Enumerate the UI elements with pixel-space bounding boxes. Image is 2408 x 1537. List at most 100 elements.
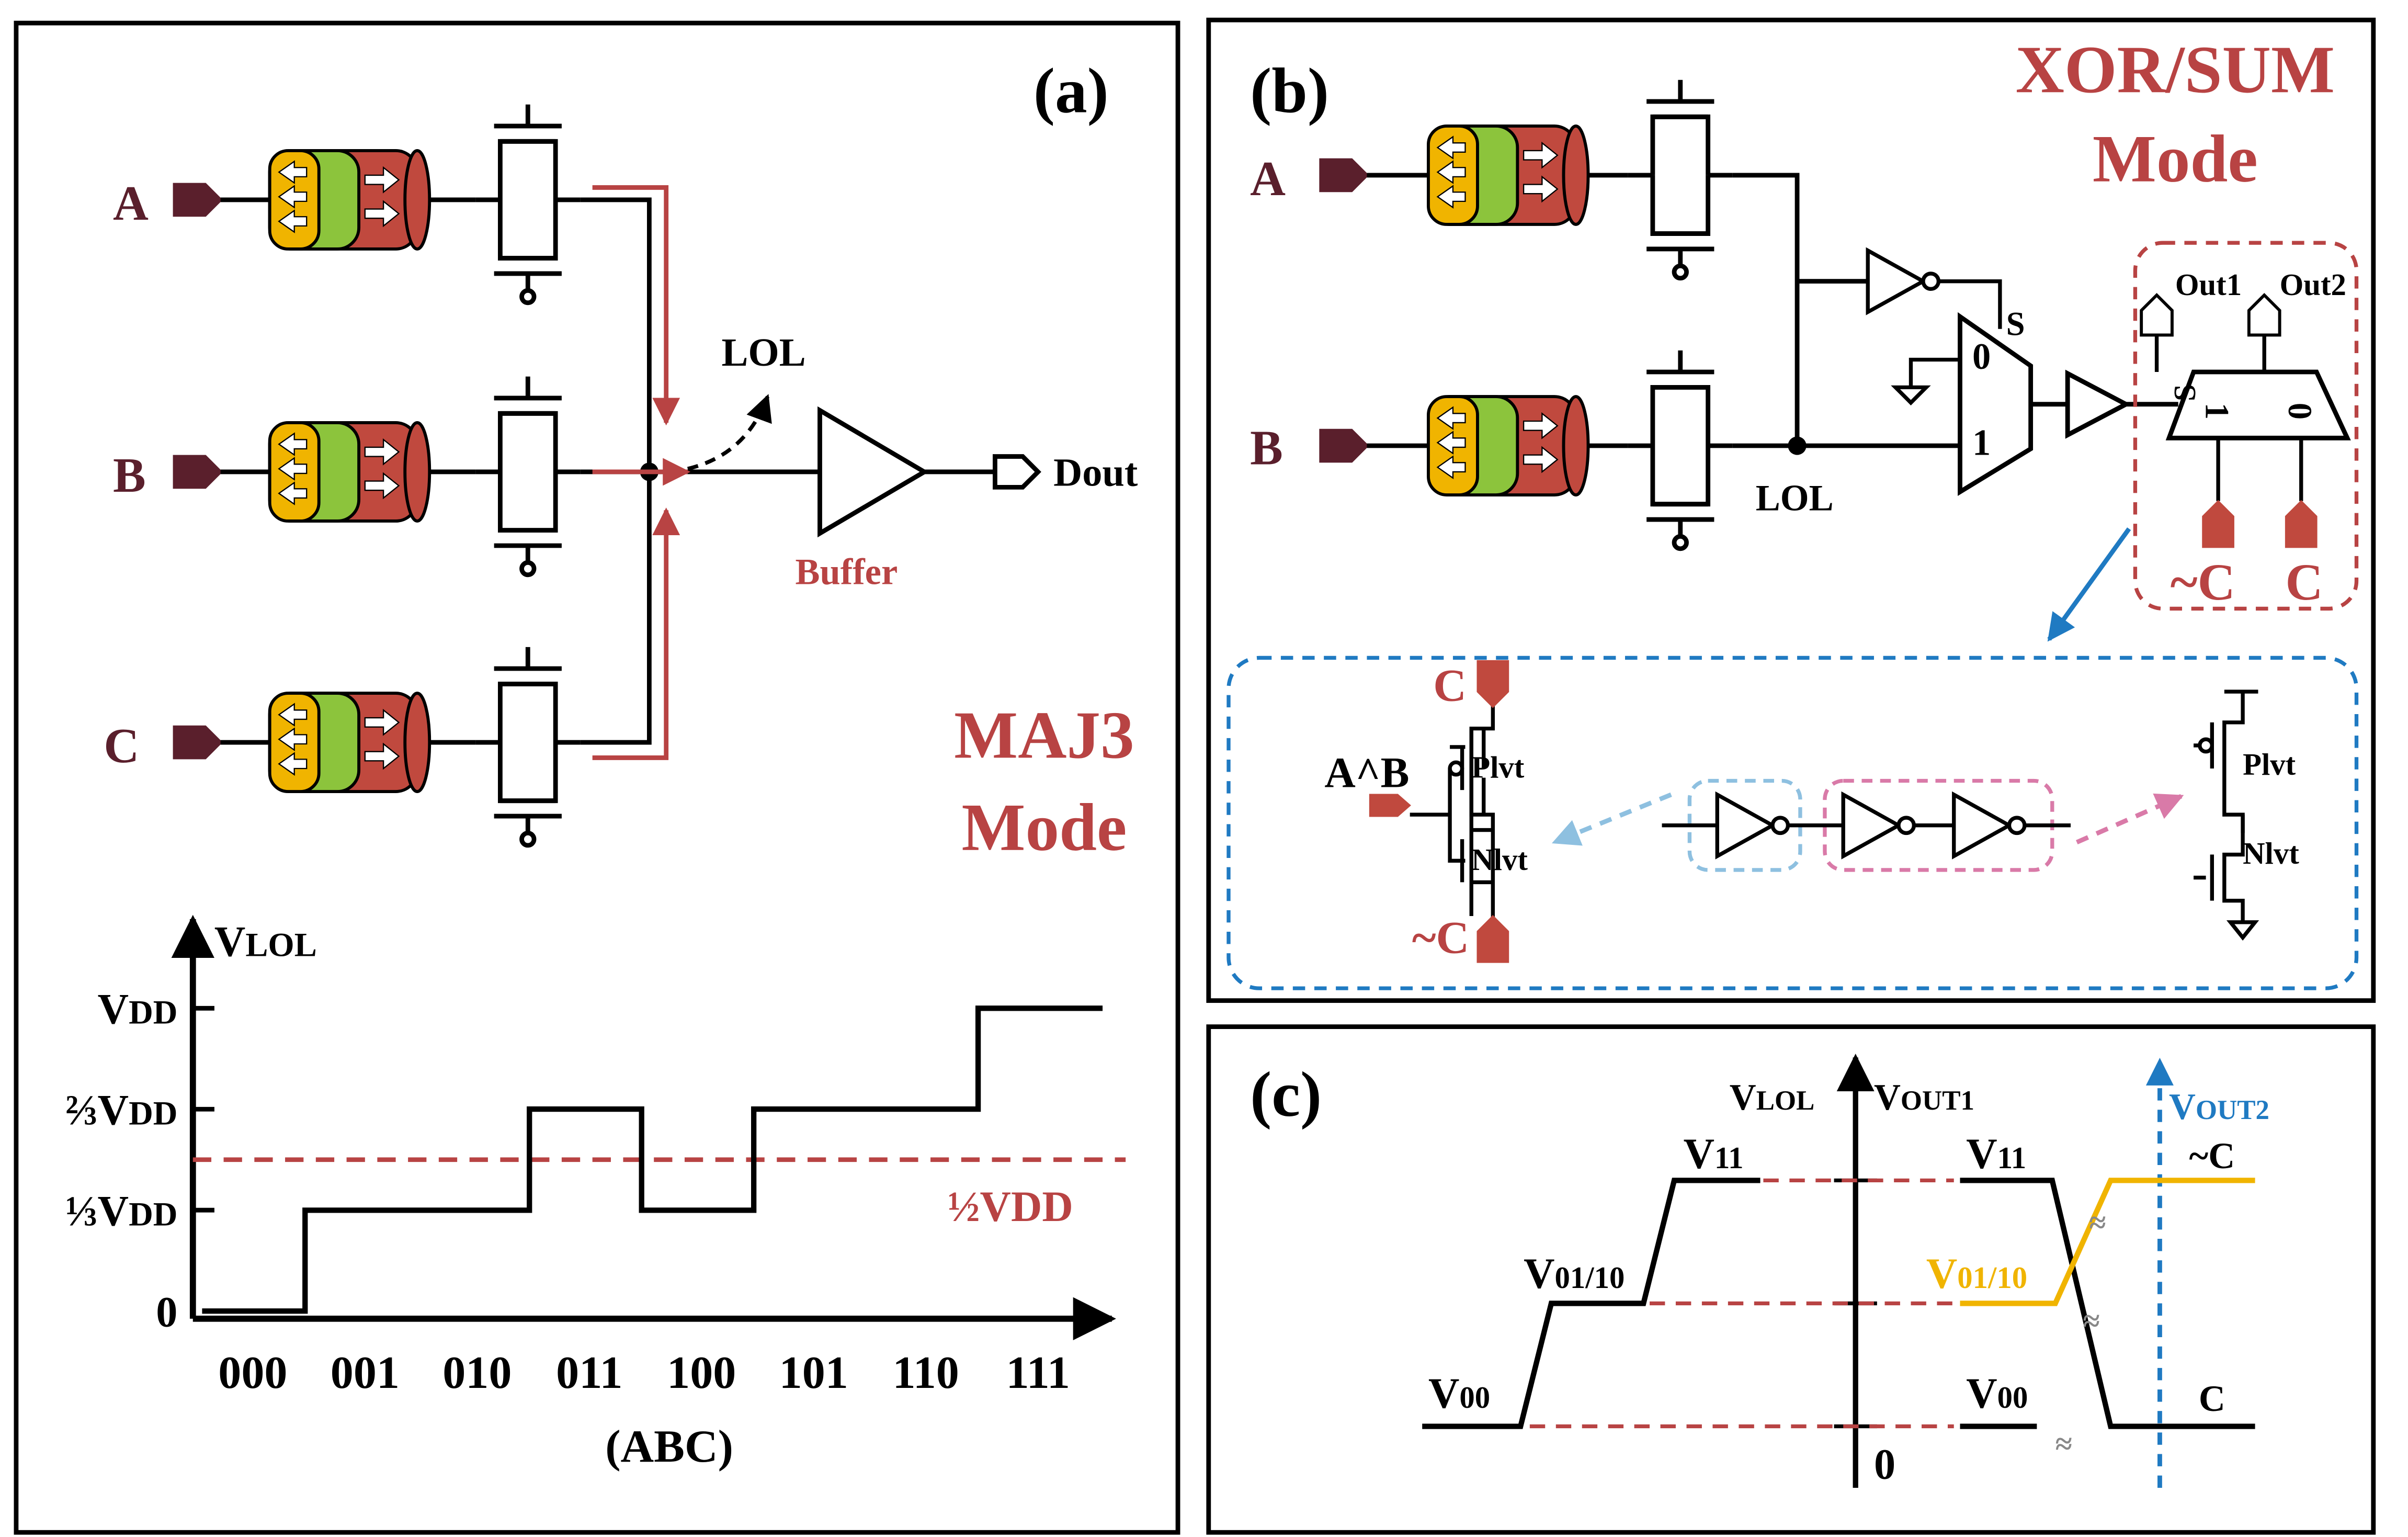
buffer xyxy=(817,406,929,538)
graph-x-label: (ABC) xyxy=(605,1421,733,1472)
panel-b-label: (b) xyxy=(1250,54,1329,126)
c-break-mark-3: ≈ xyxy=(2055,1427,2072,1461)
c-v11-label: V11 xyxy=(1684,1130,1744,1178)
lol-node-b xyxy=(1788,436,1807,455)
lol-arrow xyxy=(687,394,772,471)
b-tgate-a xyxy=(1628,80,1733,278)
graph-y-label: VLOL xyxy=(214,918,317,965)
out2-pin[interactable] xyxy=(2249,295,2280,335)
c-vout2-curve xyxy=(1960,1178,2255,1306)
ground-symbol xyxy=(1891,385,1931,405)
x-tick-label: 100 xyxy=(667,1347,736,1398)
out1-pin[interactable] xyxy=(2141,295,2172,335)
c-break-mark-2: ≈ xyxy=(2083,1304,2100,1338)
input-row-c: C xyxy=(104,471,652,845)
panel-a: (a) A B C xyxy=(65,54,1138,1472)
y-tick-label: 0 xyxy=(156,1288,177,1336)
input-pin-b[interactable] xyxy=(175,457,221,488)
maj3-mode-line1: MAJ3 xyxy=(954,697,1134,772)
current-arrow-top xyxy=(592,185,680,426)
pink-arrow xyxy=(2076,793,2184,845)
x-tick-label: 001 xyxy=(331,1347,400,1398)
b-input-pin-a[interactable] xyxy=(1321,160,1367,191)
demux-out0-label: 0 xyxy=(2281,403,2319,420)
b-input-a-label: A xyxy=(1250,152,1286,206)
c-right-axis-label: VOUT1 xyxy=(1874,1077,1974,1118)
x-tick-label: 110 xyxy=(893,1347,959,1398)
select-inverter xyxy=(1868,251,1938,312)
c-pin-label: C xyxy=(2286,553,2323,611)
dout-label: Dout xyxy=(1053,450,1138,494)
y-tick-label: ⅓VDD xyxy=(65,1188,177,1235)
b-latch-b xyxy=(1428,397,1588,495)
y-tick-label: VDD xyxy=(98,986,178,1033)
c-r-v0110-label: V01/10 xyxy=(1926,1250,2027,1297)
c-pin[interactable] xyxy=(2285,500,2318,548)
latch-c xyxy=(270,693,430,792)
x-tick-label: 010 xyxy=(442,1347,512,1398)
chain-inverter-2 xyxy=(1843,795,1914,856)
notc-pin-label: ~C xyxy=(2171,553,2235,611)
input-a-label: A xyxy=(113,176,149,231)
detail-c-label: C xyxy=(1433,660,1467,711)
c-v00-label: V00 xyxy=(1428,1370,1490,1417)
c-zero-label: 0 xyxy=(1874,1440,1895,1488)
input-row-a: A xyxy=(113,105,652,472)
lol-label-b: LOL xyxy=(1756,478,1834,518)
mux-in1-label: 1 xyxy=(1972,423,1991,464)
b-input-row-b: B xyxy=(1250,351,1960,549)
c-notc-label: ~C xyxy=(2189,1136,2235,1177)
x-tick-label: 011 xyxy=(556,1347,622,1398)
b-input-pin-b[interactable] xyxy=(1321,431,1367,461)
detail-nlvt2-label: Nlvt xyxy=(2243,837,2299,871)
c-left-axis-label: VLOL xyxy=(1730,1077,1815,1118)
detail-notc-label: ~C xyxy=(1412,912,1469,964)
detail-nlvt-label: Nlvt xyxy=(1471,843,1528,877)
demux-group xyxy=(2133,241,2359,611)
c-r-v00-label: V00 xyxy=(1966,1370,2028,1417)
mux-select-label: S xyxy=(2006,304,2025,342)
input-pin-c[interactable] xyxy=(175,727,221,758)
x-tick-label: 101 xyxy=(779,1347,848,1398)
x-tick-label: 111 xyxy=(1006,1347,1070,1398)
panel-c: (c) VLOL VOUT1 0 VOUT2 V11 V01/10 V00 V1… xyxy=(1250,1054,2269,1488)
panel-c-label: (c) xyxy=(1250,1058,1322,1130)
detail-input-pin[interactable] xyxy=(1369,794,1411,817)
buffer-label: Buffer xyxy=(795,551,898,592)
detail-arrow xyxy=(2047,527,2131,642)
c-vout2-label: VOUT2 xyxy=(2169,1087,2269,1127)
input-pin-a[interactable] xyxy=(175,185,221,216)
chain-inverter-3 xyxy=(1954,795,2025,856)
demux-select-label: S xyxy=(2168,384,2202,401)
b-tgate-b xyxy=(1628,351,1733,549)
y-tick-label: ⅔VDD xyxy=(65,1087,177,1134)
b-buffer xyxy=(2065,369,2131,439)
xor-mode-line1: XOR/SUM xyxy=(2016,32,2335,107)
detail-input-label: A^B xyxy=(1324,749,1409,796)
tgate-a xyxy=(475,105,580,303)
out2-label: Out2 xyxy=(2280,268,2346,302)
vlol-step-line xyxy=(202,1005,1103,1314)
lvt-inverter-group xyxy=(1687,778,1802,872)
c-r-v11-label: V11 xyxy=(1966,1130,2026,1178)
detail-notc-pin[interactable] xyxy=(1476,915,1509,963)
latch-a xyxy=(270,151,430,249)
panel-b-frame xyxy=(1206,17,2376,1003)
demux xyxy=(2165,369,2351,440)
chain-inverter-1 xyxy=(1717,795,1788,856)
detail-c-pin[interactable] xyxy=(1476,660,1509,708)
current-arrow-bottom xyxy=(592,507,680,760)
panel-a-label: (a) xyxy=(1033,54,1109,126)
mux xyxy=(1958,312,2034,496)
mux-in0-label: 0 xyxy=(1972,336,1991,377)
latch-b xyxy=(270,423,430,521)
panel-a-frame xyxy=(14,20,1180,1535)
c-break-mark-1: ≈ xyxy=(2089,1205,2106,1239)
xor-mode-line2: Mode xyxy=(2093,121,2258,196)
detail-inverter-transistors xyxy=(2194,690,2259,941)
dout-pin[interactable] xyxy=(995,457,1038,488)
c-vout1-curve xyxy=(1960,1178,2255,1429)
notc-pin[interactable] xyxy=(2202,500,2234,548)
input-b-label: B xyxy=(113,448,146,503)
